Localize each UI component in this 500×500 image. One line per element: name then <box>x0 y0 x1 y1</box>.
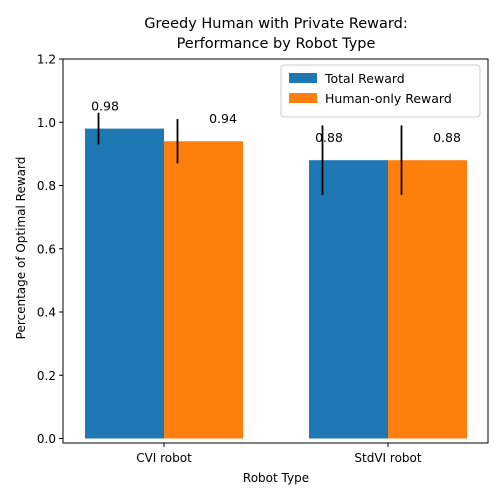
y-tick-label-6: 1.2 <box>37 53 56 67</box>
bars <box>85 128 467 439</box>
legend-swatch-1 <box>289 93 317 103</box>
legend-box <box>280 64 481 118</box>
x-tick-label-0: CVI robot <box>136 451 192 465</box>
y-tick-label-5: 1.0 <box>37 116 56 130</box>
bar-human-only-0 <box>164 141 243 439</box>
plot-frame <box>62 58 489 444</box>
y-tick-label-0: 0.0 <box>37 432 56 446</box>
error-bars <box>97 112 403 195</box>
axes: 0.0 0.2 0.4 0.6 0.8 1.0 1.2 CVI robot StdVI robo… <box>37 53 489 465</box>
bar-total-0 <box>85 128 164 439</box>
bar-human-only-1 <box>388 160 467 439</box>
y-tick-label-4: 0.8 <box>37 179 56 193</box>
chart-title-line-2: Performance by Robot Type <box>177 36 376 52</box>
x-axis-label: Robot Type <box>243 471 309 485</box>
y-axis-label: Percentage of Optimal Reward <box>14 157 28 340</box>
legend-entry-0: Total Reward <box>324 71 405 86</box>
data-label-1-0: 0.94 <box>209 111 237 126</box>
data-label-0-0: 0.98 <box>91 99 119 114</box>
legend-entry-1: Human-only Reward <box>325 91 452 106</box>
legend: Total Reward Human-only Reward <box>280 64 481 118</box>
legend-swatch-0 <box>289 73 317 83</box>
chart-title-line-1: Greedy Human with Private Reward: <box>144 16 407 32</box>
x-tick-label-1: StdVI robot <box>354 451 421 465</box>
y-tick-label-2: 0.4 <box>37 306 56 320</box>
chart-title: Greedy Human with Private Reward: Perfor… <box>144 16 407 52</box>
data-label-0-1: 0.88 <box>315 130 343 145</box>
y-tick-label-1: 0.2 <box>37 369 56 383</box>
data-label-1-1: 0.88 <box>433 130 461 145</box>
data-labels: 0.98 0.88 0.94 0.88 <box>91 99 461 146</box>
bar-total-1 <box>309 160 388 439</box>
y-tick-label-3: 0.6 <box>37 242 56 256</box>
